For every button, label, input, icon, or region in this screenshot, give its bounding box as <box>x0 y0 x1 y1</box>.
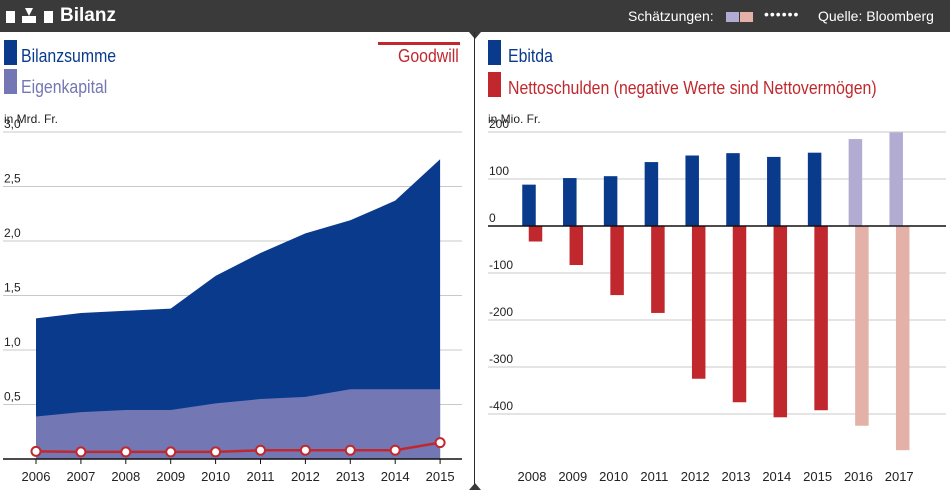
goodwill-point <box>255 444 266 456</box>
bar-chart-ebitda: 2008 2009 2010 2011 2012 2013 2014 2015 2016 2017… <box>488 117 946 484</box>
bar-ebitda <box>522 184 536 226</box>
bar-nettoschulden <box>732 226 747 403</box>
goodwill-point <box>120 446 132 458</box>
goodwill-point <box>434 437 446 449</box>
bar-nettoschulden <box>651 226 665 313</box>
estimate-blue-swatch <box>726 12 739 22</box>
x-tick-label: 2013 <box>336 469 365 484</box>
area-bilanzsumme <box>36 159 441 459</box>
estimate-dots: •••••• <box>764 6 800 22</box>
bar-nettoschulden <box>773 226 788 418</box>
nzz-logo-icon <box>6 8 53 23</box>
y-tick-label: -100 <box>489 258 513 272</box>
legend-label-eigenkapital: Eigenkapital <box>21 77 108 97</box>
y-unit-label-right: in Mio. Fr. <box>488 112 541 126</box>
legend-swatch-ebitda <box>488 40 501 65</box>
x-tick-label: 2009 <box>558 469 587 484</box>
y-tick-label: 1,0 <box>4 335 21 349</box>
y-tick-label: 200 <box>489 117 509 131</box>
x-tick-label: 2011 <box>640 469 668 484</box>
legend-label-goodwill: Goodwill <box>398 46 459 66</box>
y-tick-label: 2,5 <box>4 172 21 186</box>
x-tick-label: 2016 <box>844 469 873 484</box>
x-tick-label: 2012 <box>681 469 710 484</box>
bar-nettoschulden <box>814 226 828 411</box>
x-tick-label: 2012 <box>291 469 320 484</box>
x-tick-label: 2008 <box>111 469 140 484</box>
goodwill-point <box>165 446 177 458</box>
panel-divider <box>474 32 475 490</box>
y-tick-label: 1,5 <box>4 281 21 295</box>
x-tick-label: 2013 <box>722 469 751 484</box>
x-tick-label: 2015 <box>426 469 455 484</box>
header-bar: Bilanz Schätzungen: •••••• Quelle: Bloom… <box>0 0 950 32</box>
bar-ebitda <box>563 178 577 226</box>
x-tick-label: 2014 <box>381 469 410 484</box>
bar-nettoschulden <box>569 226 584 266</box>
x-tick-label: 2010 <box>599 469 628 484</box>
legend-label-ebitda: Ebitda <box>508 46 553 66</box>
x-tick-label: 2014 <box>762 469 791 484</box>
divider-bottom-arrow <box>469 483 481 490</box>
y-tick-label: 0 <box>489 211 496 225</box>
x-tick-label: 2010 <box>201 469 230 484</box>
bar-nettoschulden <box>855 226 869 426</box>
x-tick-label: 2006 <box>22 469 51 484</box>
y-tick-label: 0,5 <box>4 390 21 404</box>
x-tick-label: 2008 <box>518 469 547 484</box>
goodwill-point <box>30 445 42 457</box>
divider-top-arrow <box>469 32 481 39</box>
x-tick-label: 2009 <box>156 469 185 484</box>
x-tick-label: 2011 <box>247 469 275 484</box>
bar-nettoschulden <box>610 226 624 296</box>
estimates-label: Schätzungen: <box>628 8 714 24</box>
page-title: Bilanz <box>60 5 116 26</box>
bar-ebitda <box>685 155 699 226</box>
x-tick-label: 2015 <box>803 469 832 484</box>
y-unit-label-left: in Mrd. Fr. <box>4 112 59 126</box>
y-tick-label: 100 <box>489 164 509 178</box>
goodwill-point <box>389 444 401 456</box>
goodwill-point <box>344 444 356 456</box>
legend-label-nettoschulden: Nettoschulden (negative Werte sind Netto… <box>508 78 877 98</box>
y-tick-label: 2,0 <box>4 226 21 240</box>
bar-ebitda <box>767 156 781 226</box>
bar-ebitda <box>603 176 618 226</box>
bar-ebitda <box>726 153 740 226</box>
y-tick-label: -400 <box>489 399 513 413</box>
bar-ebitda <box>644 162 659 226</box>
y-tick-label: -300 <box>489 352 513 366</box>
legend-swatch-bilanzsumme <box>4 40 17 65</box>
x-tick-label: 2007 <box>66 469 95 484</box>
bar-nettoschulden <box>691 226 706 379</box>
y-tick-label: -200 <box>489 305 513 319</box>
legend-label-bilanzsumme: Bilanzsumme <box>21 46 117 66</box>
line-marker-icon <box>378 42 460 45</box>
goodwill-point <box>75 446 87 458</box>
legend-swatch-nettoschulden <box>488 72 501 97</box>
x-tick-label: 2017 <box>885 469 914 484</box>
bar-nettoschulden <box>528 226 543 242</box>
estimate-red-swatch <box>740 12 753 22</box>
bar-ebitda <box>889 132 903 226</box>
line-goodwill <box>35 441 441 454</box>
bar-ebitda <box>807 152 822 226</box>
legend-swatch-eigenkapital <box>4 69 17 94</box>
bar-nettoschulden <box>895 226 910 451</box>
goodwill-point <box>210 446 222 458</box>
source-label: Quelle: Bloomberg <box>818 8 934 24</box>
goodwill-point <box>299 444 311 456</box>
area-chart-bilanz: 0,5 1,0 1,5 2,0 2,5 3,0 2006 2007 2008 2009 2010 20… <box>3 117 462 484</box>
y-tick-label: 3,0 <box>4 117 21 131</box>
area-eigenkapital <box>36 389 441 459</box>
bar-ebitda <box>848 139 863 226</box>
